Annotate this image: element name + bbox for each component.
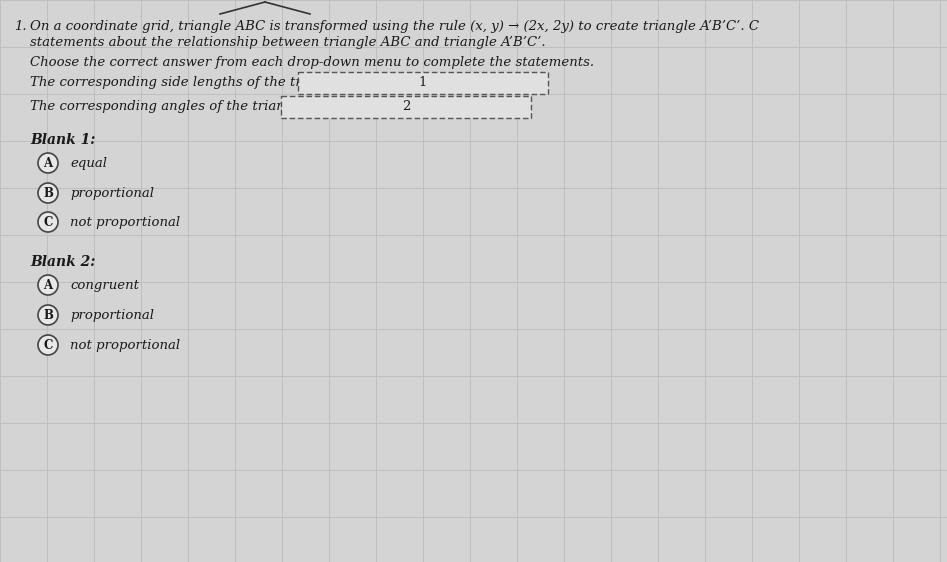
Text: B: B [43,309,53,322]
Text: proportional: proportional [70,187,154,200]
Text: The corresponding side lengths of the triangles are: The corresponding side lengths of the tr… [30,76,376,89]
Circle shape [38,335,58,355]
Text: On a coordinate grid, triangle ABC is transformed using the rule (x, y) → (2x, 2: On a coordinate grid, triangle ABC is tr… [30,20,759,33]
Text: equal: equal [70,157,107,170]
Text: C: C [44,216,53,229]
Circle shape [38,305,58,325]
Text: 1: 1 [419,76,427,89]
Text: 1.: 1. [14,20,27,33]
FancyBboxPatch shape [298,72,548,94]
Circle shape [38,153,58,173]
Circle shape [38,183,58,203]
Text: not proportional: not proportional [70,339,180,352]
Text: Choose the correct answer from each drop-down menu to complete the statements.: Choose the correct answer from each drop… [30,56,594,69]
Text: 2: 2 [402,101,410,114]
Text: Blank 2:: Blank 2: [30,255,96,269]
Text: A: A [44,157,53,170]
Text: Blank 1:: Blank 1: [30,133,96,147]
Text: congruent: congruent [70,279,139,292]
FancyBboxPatch shape [281,96,531,118]
Circle shape [38,212,58,232]
Text: A: A [44,279,53,292]
Text: B: B [43,187,53,200]
Circle shape [38,275,58,295]
Text: C: C [44,339,53,352]
Text: not proportional: not proportional [70,216,180,229]
Text: statements about the relationship between triangle ABC and triangle A’B’C’.: statements about the relationship betwee… [30,36,545,49]
Text: proportional: proportional [70,309,154,322]
Text: The corresponding angles of the triangles are: The corresponding angles of the triangle… [30,100,338,113]
